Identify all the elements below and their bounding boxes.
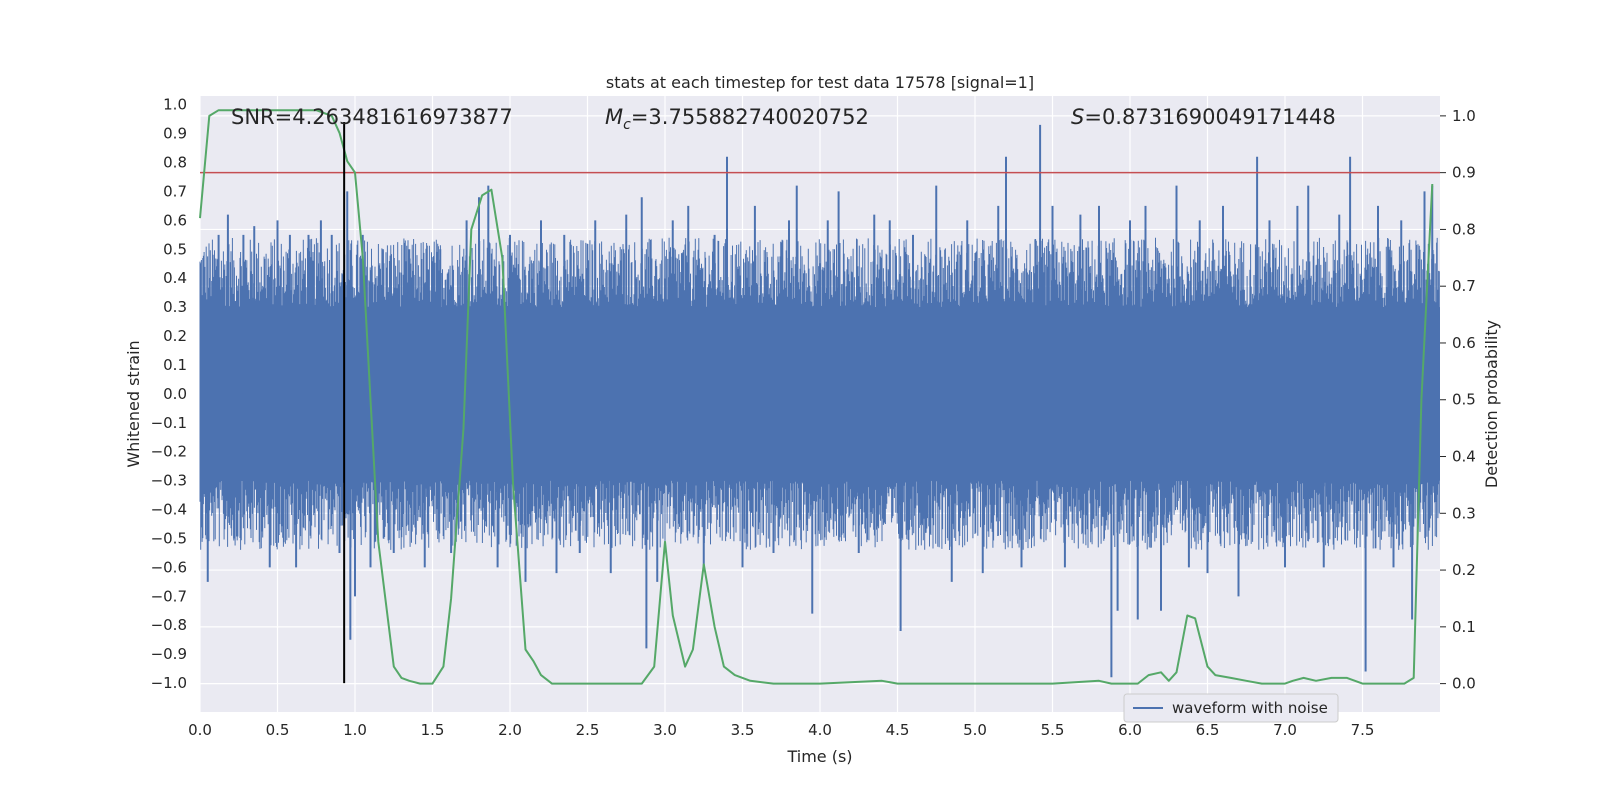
probability-series — [199, 109, 1434, 685]
y-tick-label: 0.2 — [163, 327, 187, 345]
y2-tick-label: 0.2 — [1452, 561, 1476, 579]
y-axis-label: Whitened strain — [124, 340, 143, 467]
x-tick-label: 0.5 — [266, 721, 290, 739]
y-tick-label: 0.3 — [163, 298, 187, 316]
y-tick-label: −0.1 — [151, 414, 187, 432]
y2-tick-label: 0.8 — [1452, 220, 1476, 238]
x-tick-label: 2.5 — [576, 721, 600, 739]
x-tick-label: 2.0 — [498, 721, 522, 739]
x-tick-label: 5.0 — [963, 721, 987, 739]
y-tick-label: 0.9 — [163, 125, 187, 143]
y2-tick-label: 0.4 — [1452, 448, 1476, 466]
y2-tick-label: 1.0 — [1452, 107, 1476, 125]
y2-tick-label: 0.3 — [1452, 504, 1476, 522]
y-tick-label: −0.2 — [151, 443, 187, 461]
y-tick-label: 0.6 — [163, 211, 187, 229]
x-tick-label: 7.5 — [1351, 721, 1375, 739]
s-annotation: S=0.8731690049171448 — [1071, 105, 1336, 129]
mc-value: =3.755882740020752 — [631, 105, 869, 129]
x-tick-label: 1.5 — [421, 721, 445, 739]
y-tick-label: −0.4 — [151, 501, 187, 519]
x-tick-label: 4.0 — [808, 721, 832, 739]
x-tick-label: 5.5 — [1041, 721, 1065, 739]
y2-tick-label: 0.5 — [1452, 391, 1476, 409]
x-tick-label: 0.0 — [188, 721, 212, 739]
s-value: =0.8731690049171448 — [1084, 105, 1335, 129]
y-tick-label: 0.4 — [163, 269, 187, 287]
x-tick-label: 3.0 — [653, 721, 677, 739]
y2-axis-label: Detection probability — [1482, 320, 1501, 488]
x-tick-label: 6.5 — [1196, 721, 1220, 739]
y-tick-label: −1.0 — [151, 674, 187, 692]
mc-subscript: c — [623, 117, 631, 133]
y-tick-label: 0.0 — [163, 385, 187, 403]
x-tick-label: 4.5 — [886, 721, 910, 739]
snr-annotation: SNR=4.263481616973877 — [231, 105, 513, 129]
y-tick-label: 1.0 — [163, 96, 187, 114]
y-tick-label: −0.3 — [151, 472, 187, 490]
y2-tick-label: 0.0 — [1452, 675, 1476, 693]
waveform-series — [199, 124, 1440, 678]
y2-tick-label: 0.1 — [1452, 618, 1476, 636]
y-tick-label: 0.8 — [163, 154, 187, 172]
y-tick-label: 0.1 — [163, 356, 187, 374]
legend-box — [1123, 693, 1339, 723]
x-tick-label: 1.0 — [343, 721, 367, 739]
x-tick-labels: 0.0 0.5 1.0 1.5 2.0 2.5 3.0 3.5 4.0 4.5 5.0 5.5 6.0 6… — [188, 721, 1374, 739]
y-tick-labels: 1.0 0.9 0.8 0.7 0.6 0.5 0.4 0.3 0.2 0.1 0.0 −0.1 −0.… — [151, 96, 187, 692]
probability-line — [199, 109, 1434, 685]
x-tick-label: 7.0 — [1273, 721, 1297, 739]
x-tick-label: 6.0 — [1118, 721, 1142, 739]
y-tick-label: −0.7 — [151, 587, 187, 605]
y-tick-label: 0.7 — [163, 182, 187, 200]
y2-tick-label: 0.7 — [1452, 277, 1476, 295]
y-tick-label: −0.5 — [151, 529, 187, 547]
y-tick-label: −0.8 — [151, 616, 187, 634]
y-tick-label: 0.5 — [163, 240, 187, 258]
y2-tick-label: 0.9 — [1452, 164, 1476, 182]
x-tick-label: 3.5 — [731, 721, 755, 739]
y-tick-label: −0.9 — [151, 645, 187, 663]
mc-symbol: M — [605, 105, 623, 129]
mc-annotation: Mc=3.755882740020752 — [605, 105, 869, 133]
legend: waveform with noise — [1123, 693, 1339, 723]
y2-tick-labels: 1.0 0.9 0.8 0.7 0.6 0.5 0.4 0.3 0.2 0.1 0.0 — [1440, 107, 1476, 693]
y2-tick-label: 0.6 — [1452, 334, 1476, 352]
x-axis-label: Time (s) — [786, 747, 852, 766]
s-symbol: S — [1071, 105, 1084, 129]
legend-entry-waveform: waveform with noise — [1172, 699, 1328, 717]
y-tick-label: −0.6 — [151, 558, 187, 576]
chart-title: stats at each timestep for test data 175… — [606, 73, 1034, 92]
